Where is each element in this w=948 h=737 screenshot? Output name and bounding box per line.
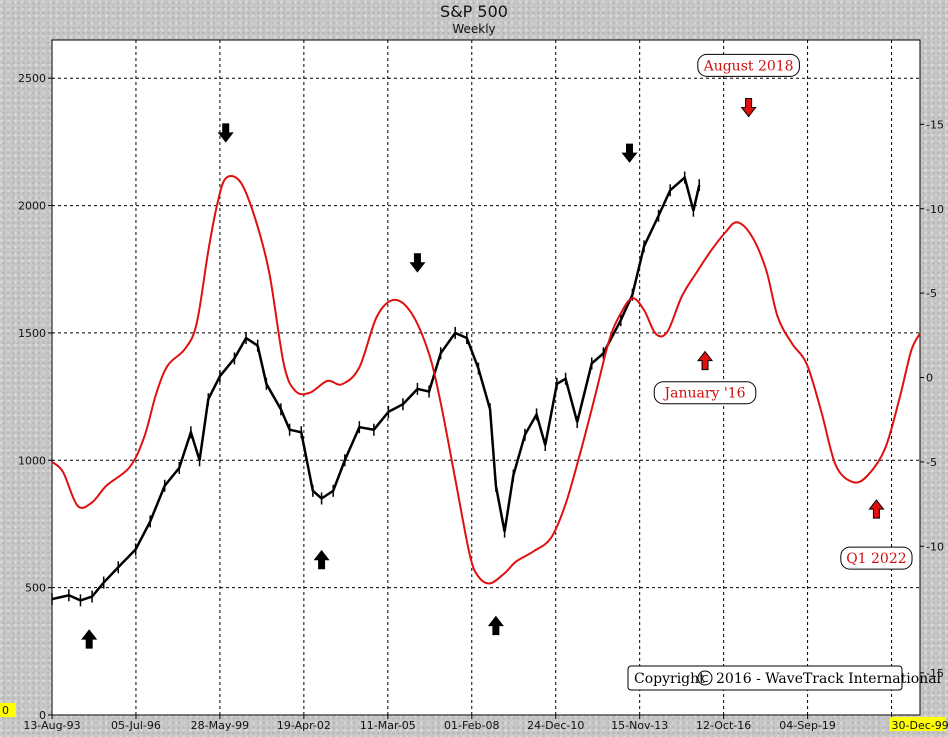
right-tick-label: -5 [926,456,937,469]
right-axis: -15 -10 -5 0 -5 -10 -15 [920,118,944,680]
right-tick-label: -10 [926,540,944,553]
annotation-label: August 2018 [703,58,794,74]
x-tick-label: 04-Sep-19 [779,719,836,732]
annotation-label: January '16 [663,386,746,402]
right-tick-label: -5 [926,287,937,300]
right-tick-label: -15 [926,118,944,131]
x-tick-label: 28-May-99 [191,719,249,732]
x-tick-label: 30-Dec-99 [892,719,948,732]
up-arrow-icon [81,629,98,649]
series-layer [51,171,921,607]
up-arrow-icon [868,499,885,519]
left-tick-label: 1000 [18,454,46,467]
x-tick-highlight [889,717,946,731]
copyright-box: Copyright C 2016 - WaveTrack Internation… [627,665,942,691]
left-tick-label: 2000 [18,200,46,213]
down-arrow-icon [217,123,234,143]
annotation-box [653,381,757,405]
copyright-symbol-ring [697,670,713,686]
left-tick-label: 500 [25,582,46,595]
copyright-suffix: 2016 - WaveTrack International [716,671,942,687]
plot-area [51,39,921,716]
annotation-box [697,53,800,77]
x-tick-label: 19-Apr-02 [277,719,331,732]
down-arrow-icon [740,98,757,118]
x-tick-label: 12-Oct-16 [696,719,751,732]
down-arrow-icon [409,253,426,273]
left-tick-label: 1500 [18,327,46,340]
copyright-prefix: Copyright [634,671,705,687]
chart-subtitle: Weekly [452,22,495,36]
right-tick-label: 0 [926,372,933,385]
left-corner-highlight [0,703,16,717]
chart-title: S&P 500 [440,2,508,21]
arrow-layer [81,98,885,649]
annotation-layer: August 2018 January '16 Q1 2022 [653,53,913,570]
annotation-label: Q1 2022 [846,551,906,567]
right-tick-label: -15 [926,667,944,680]
copyright-symbol: C [702,674,709,685]
x-tick-label: 13-Aug-93 [23,719,80,732]
right-tick-label: -10 [926,203,944,216]
annotation-box [840,546,913,570]
left-corner-label: 0 [2,704,9,717]
down-arrow-icon [621,143,638,163]
up-arrow-icon [487,615,504,636]
x-axis: 13-Aug-93 05-Jul-96 28-May-99 19-Apr-02 11-M… [23,715,948,732]
x-tick-label: 05-Jul-96 [111,719,161,732]
left-axis: 0 500 1000 1500 2000 2500 [18,72,52,722]
left-tick-label: 0 [39,709,46,722]
up-arrow-icon [697,350,714,371]
x-tick-label: 15-Nov-13 [611,719,668,732]
left-tick-label: 2500 [18,72,46,85]
x-tick-label: 01-Feb-08 [444,719,499,732]
x-tick-label: 11-Mar-05 [360,719,416,732]
up-arrow-icon [313,549,330,570]
x-tick-label: 24-Dec-10 [527,719,584,732]
cycle-line [51,175,921,585]
